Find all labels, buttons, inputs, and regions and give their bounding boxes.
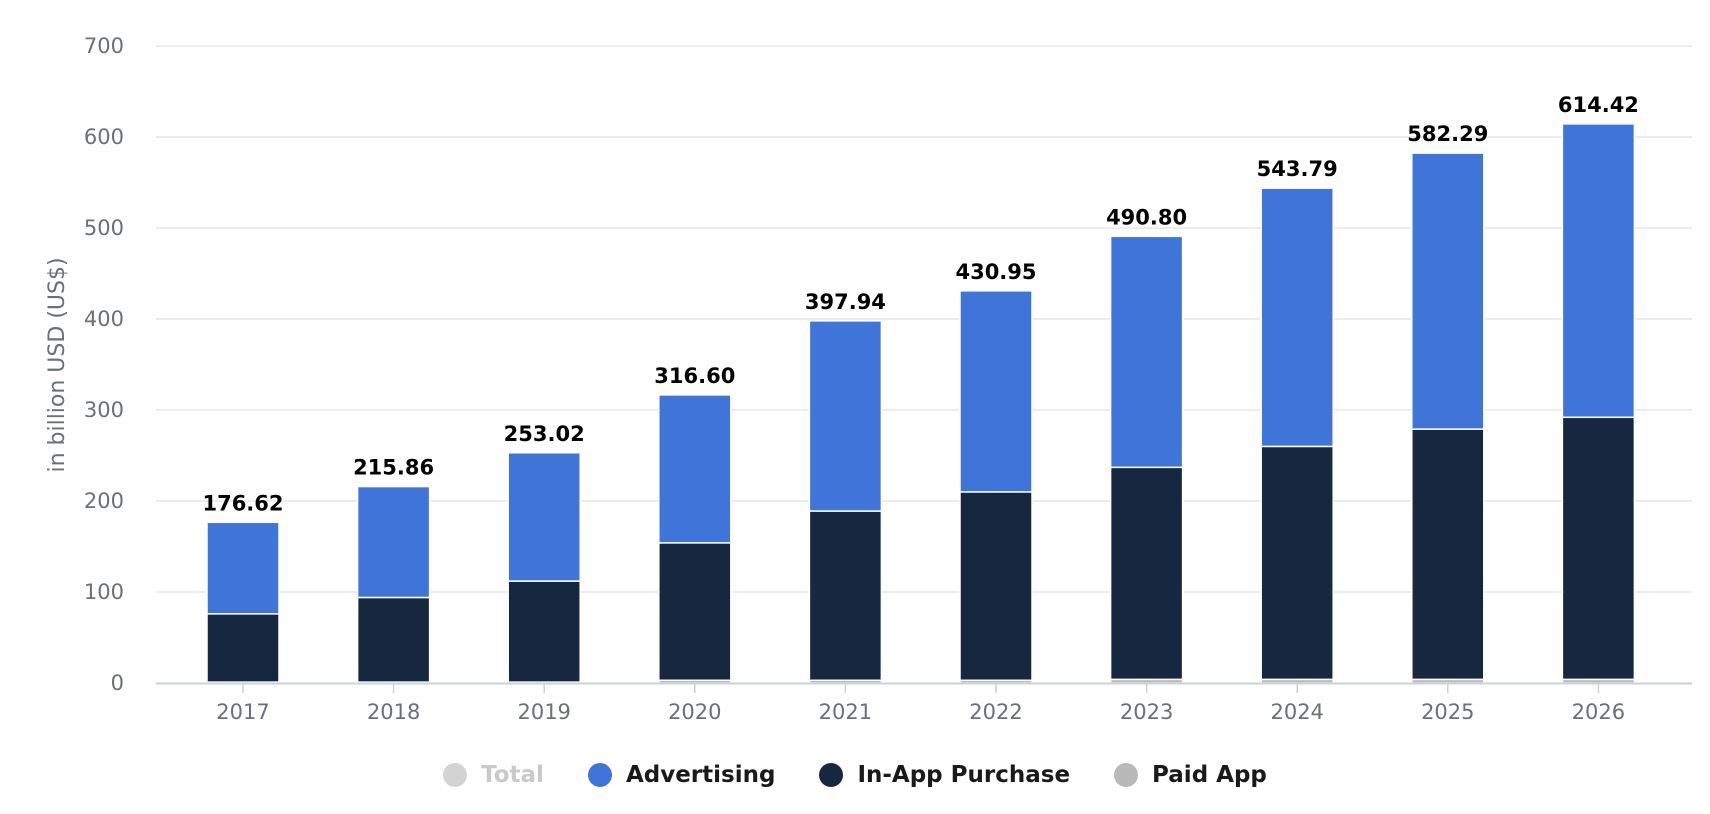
- x-tick-label: 2019: [517, 700, 570, 724]
- bar-segment-advertising[interactable]: [959, 290, 1033, 493]
- data-label-total: 316.60: [654, 364, 735, 388]
- bar-segment-in-app-purchase[interactable]: [507, 580, 581, 683]
- data-label-total: 397.94: [805, 290, 886, 314]
- data-label-total: 430.95: [955, 260, 1036, 284]
- x-tick-label: 2018: [367, 700, 420, 724]
- bar-segment-in-app-purchase[interactable]: [1561, 416, 1636, 681]
- data-label-total: 176.62: [202, 491, 283, 515]
- y-tick-label: 200: [84, 489, 124, 513]
- x-tick-label: 2024: [1270, 700, 1323, 724]
- legend-label: Advertising: [625, 762, 776, 788]
- bar-segment-in-app-purchase[interactable]: [1411, 428, 1485, 681]
- y-tick-label: 600: [84, 125, 124, 149]
- y-tick-label: 400: [84, 307, 124, 331]
- legend-label: Paid App: [1152, 762, 1267, 788]
- legend: Total Advertising In-App Purchase Paid A…: [0, 758, 1710, 792]
- bar-segment-in-app-purchase[interactable]: [959, 491, 1033, 682]
- bar-segment-advertising[interactable]: [1109, 235, 1184, 469]
- bar-segment-in-app-purchase[interactable]: [356, 596, 431, 683]
- x-tick-label: 2021: [819, 700, 872, 724]
- x-tick-label: 2026: [1572, 700, 1625, 724]
- legend-marker-icon: [587, 763, 612, 787]
- bar-segment-advertising[interactable]: [1411, 152, 1485, 430]
- legend-marker-icon: [443, 763, 468, 787]
- bar-segment-advertising[interactable]: [1561, 123, 1636, 419]
- x-tick-label: 2023: [1120, 700, 1173, 724]
- axes: 0 100 200 300 400 500 600 700 2017 2018 2019 2020 20…: [84, 34, 1692, 724]
- data-label-total: 253.02: [504, 422, 585, 446]
- legend-item-advertising[interactable]: Advertising: [587, 762, 776, 788]
- legend-item-paid-app[interactable]: Paid App: [1114, 762, 1267, 788]
- legend-item-in-app-purchase[interactable]: In-App Purchase: [819, 762, 1070, 788]
- y-tick-label: 500: [84, 216, 124, 240]
- y-tick-label: 700: [84, 34, 124, 58]
- x-tick-label: 2022: [969, 700, 1022, 724]
- bar-segment-advertising[interactable]: [356, 485, 431, 599]
- data-label-total: 582.29: [1407, 122, 1488, 146]
- x-tick-label: 2020: [668, 700, 721, 724]
- x-tick-label: 2017: [216, 700, 269, 724]
- bar-segment-in-app-purchase[interactable]: [1109, 466, 1184, 681]
- y-tick-label: 100: [84, 580, 124, 604]
- bar-segment-advertising[interactable]: [658, 394, 732, 544]
- bar-segment-advertising[interactable]: [808, 320, 883, 512]
- y-tick-label: 300: [84, 398, 124, 422]
- data-label-total: 215.86: [353, 456, 434, 480]
- bar-segment-in-app-purchase[interactable]: [206, 613, 280, 683]
- bar-segment-advertising[interactable]: [206, 521, 280, 615]
- y-axis-title: in billion USD (US$): [45, 257, 70, 472]
- legend-label: In-App Purchase: [857, 762, 1071, 788]
- legend-marker-icon: [1114, 763, 1139, 787]
- legend-marker-icon: [819, 763, 844, 787]
- x-tick-label: 2025: [1421, 700, 1474, 724]
- data-label-total: 614.42: [1558, 93, 1639, 117]
- bar-segment-in-app-purchase[interactable]: [658, 542, 732, 682]
- bar-segment-in-app-purchase[interactable]: [1260, 445, 1334, 681]
- stacked-bar-chart: 0 100 200 300 400 500 600 700 2017 2018 2019 2020 20…: [45, 34, 1692, 724]
- data-label-total: 490.80: [1106, 205, 1187, 229]
- bar-segment-advertising[interactable]: [1260, 187, 1334, 448]
- bar-segment-in-app-purchase[interactable]: [808, 510, 883, 682]
- data-label-total: 543.79: [1257, 157, 1338, 181]
- legend-item-total[interactable]: Total: [443, 762, 544, 788]
- data-labels: 176.62 215.86 253.02 316.60 397.94 430.95 490.…: [202, 93, 1638, 515]
- legend-label: Total: [481, 762, 544, 788]
- bars: [206, 123, 1636, 684]
- bar-segment-advertising[interactable]: [507, 452, 581, 582]
- y-tick-label: 0: [111, 671, 124, 695]
